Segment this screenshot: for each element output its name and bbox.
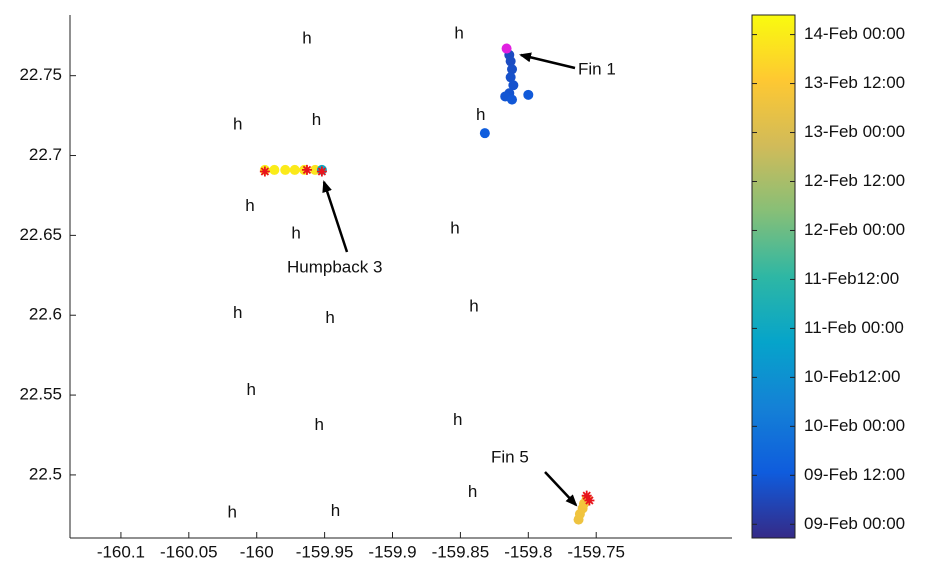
track-point: [507, 94, 518, 105]
colorbar-label: 13-Feb 12:00: [804, 73, 905, 92]
hydrophone: h: [453, 410, 462, 429]
colorbar-label: 09-Feb 12:00: [804, 465, 905, 484]
track-point: [280, 164, 291, 175]
hydrophone: h: [228, 503, 237, 522]
x-tick-label: -159.85: [432, 542, 490, 561]
hydrophone: h: [245, 196, 254, 215]
annotation-arrow: [544, 471, 578, 507]
annotation-arrow: [322, 180, 349, 253]
x-tick-label: -160: [240, 542, 274, 561]
colorbar: [751, 14, 796, 539]
hydrophone: h: [291, 223, 300, 242]
x-tick-label: -159.9: [368, 542, 416, 561]
annotation: Fin 5: [491, 447, 529, 466]
track-point: [507, 64, 518, 75]
hydrophone: h: [233, 115, 242, 134]
hydrophone: h: [469, 297, 478, 316]
track-point: [269, 164, 280, 175]
colorbar-label: 10-Feb 00:00: [804, 416, 905, 435]
colorbar-label: 11-Feb 00:00: [804, 318, 904, 337]
track-point: [479, 128, 490, 139]
hydrophone: h: [247, 380, 256, 399]
hydrophone: h: [476, 105, 485, 124]
x-tick-label: -159.95: [296, 542, 354, 561]
hydrophone: h: [233, 303, 242, 322]
y-tick-label: 22.7: [29, 145, 62, 164]
x-tick-label: -159.8: [504, 542, 552, 561]
x-tick-label: -159.75: [567, 542, 625, 561]
colorbar-label: 12-Feb 00:00: [804, 220, 905, 239]
hydrophone: h: [302, 28, 311, 47]
hydrophone: h: [454, 24, 463, 43]
x-tick-label: -160.05: [160, 542, 218, 561]
track-point: [505, 72, 516, 83]
track-point: [523, 89, 534, 100]
hydrophone: h: [325, 308, 334, 327]
annotation-arrow: [519, 52, 576, 70]
colorbar-label: 10-Feb12:00: [804, 367, 900, 386]
annotation: Humpback 3: [287, 257, 382, 276]
y-tick-label: 22.5: [29, 464, 62, 483]
y-tick-label: 22.75: [19, 65, 62, 84]
hydrophone: h: [331, 501, 340, 520]
colorbar-label: 12-Feb 12:00: [804, 171, 905, 190]
hydrophone: h: [314, 415, 323, 434]
hydrophone: h: [468, 482, 477, 501]
start-marker: [501, 43, 512, 54]
detection: [301, 164, 312, 175]
y-tick-label: 22.6: [29, 305, 62, 324]
annotation: Fin 1: [578, 59, 616, 78]
y-tick-label: 22.55: [19, 385, 62, 404]
colorbar-label: 13-Feb 00:00: [804, 122, 905, 141]
detection: [584, 495, 595, 506]
detection: [259, 166, 270, 177]
detection: [316, 166, 327, 177]
x-tick-label: -160.1: [97, 542, 145, 561]
colorbar-label: 14-Feb 00:00: [804, 24, 905, 43]
detection: [581, 490, 592, 501]
track-point: [505, 56, 516, 67]
colorbar-label: 09-Feb 00:00: [804, 514, 905, 533]
hydrophone: h: [312, 110, 321, 129]
track-point: [289, 164, 300, 175]
colorbar-label: 11-Feb12:00: [804, 269, 899, 288]
hydrophone: h: [450, 218, 459, 237]
y-tick-label: 22.65: [19, 225, 62, 244]
track-point: [508, 80, 519, 91]
